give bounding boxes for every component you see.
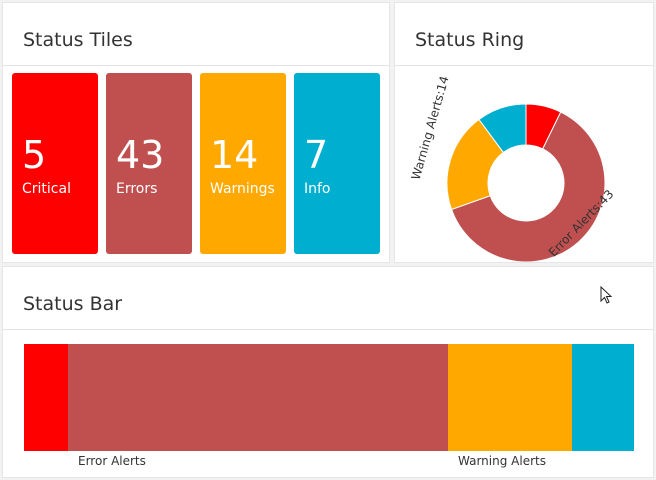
errors-count: 43 xyxy=(116,133,165,177)
errors-tile[interactable]: 43 Errors xyxy=(106,73,192,254)
error-ring-slice[interactable] xyxy=(450,111,606,262)
error-bar-segment[interactable] xyxy=(68,344,449,451)
warnings-count: 14 xyxy=(210,133,259,177)
warning-bar-label: Warning Alerts xyxy=(458,454,546,468)
critical-count: 5 xyxy=(22,133,47,177)
divider xyxy=(3,329,653,330)
status-bar-chart xyxy=(24,344,634,451)
info-bar-segment[interactable] xyxy=(572,344,634,451)
critical-label: Critical xyxy=(22,181,71,197)
status-ring-panel: Status Ring Warning Alerts:14 Error Aler… xyxy=(394,2,654,263)
status-ring-chart: Warning Alerts:14 Error Alerts:43 xyxy=(409,74,616,262)
status-bar-panel: Status Bar Error Alerts Warning Alerts xyxy=(2,266,654,478)
mouse-cursor-icon xyxy=(600,286,613,304)
errors-label: Errors xyxy=(116,181,158,197)
info-ring-slice[interactable] xyxy=(478,103,527,154)
warnings-label: Warnings xyxy=(210,181,275,197)
divider xyxy=(395,65,653,66)
status-bar-title: Status Bar xyxy=(23,293,123,315)
warning-ring-label: Warning Alerts:14 xyxy=(409,74,452,181)
status-tiles-panel: Status Tiles 5 Critical 43 Errors 14 War… xyxy=(2,2,390,263)
critical-bar-segment[interactable] xyxy=(24,344,69,451)
status-tiles-title: Status Tiles xyxy=(23,29,133,51)
divider xyxy=(3,65,389,66)
info-count: 7 xyxy=(304,133,329,177)
critical-tile[interactable]: 5 Critical xyxy=(12,73,98,254)
info-tile[interactable]: 7 Info xyxy=(294,73,380,254)
status-ring-title: Status Ring xyxy=(415,29,525,51)
warnings-tile[interactable]: 14 Warnings xyxy=(200,73,286,254)
info-label: Info xyxy=(304,181,331,197)
error-bar-label: Error Alerts xyxy=(78,454,146,468)
warning-bar-segment[interactable] xyxy=(448,344,573,451)
